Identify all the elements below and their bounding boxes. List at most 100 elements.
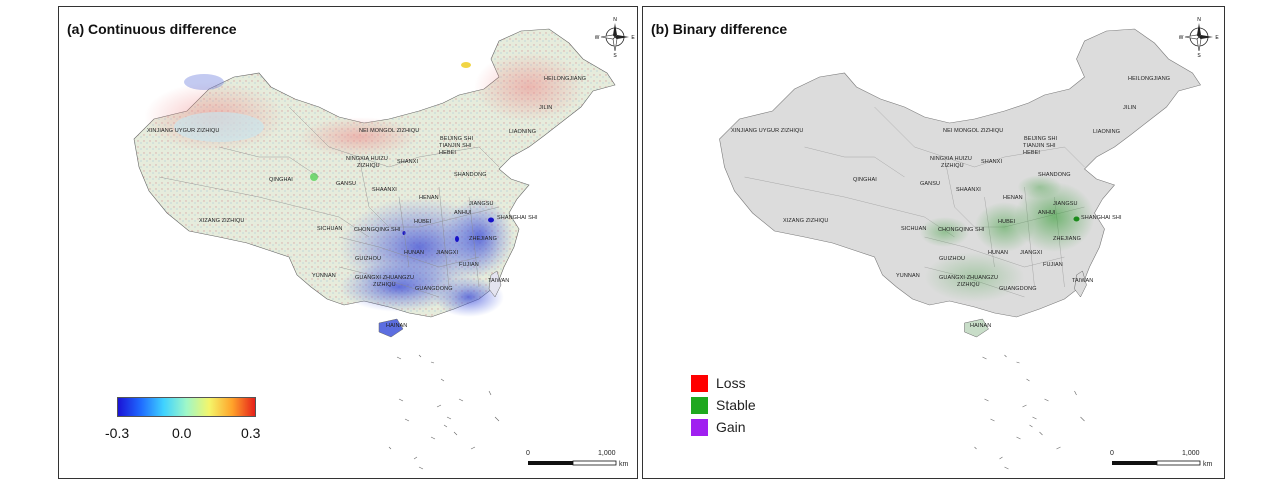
- scale-max-label: 1,000: [598, 450, 616, 457]
- place-label: NEI MONGOL ZIZHIQU: [359, 128, 420, 134]
- place-label: SHANGHAI SHI: [497, 215, 538, 221]
- place-label: ANHUI: [1038, 210, 1056, 216]
- place-label: XIZANG ZIZHIQU: [199, 218, 245, 224]
- scale-zero-label: 0: [526, 450, 530, 457]
- place-label: ZIZHIQU: [957, 282, 980, 288]
- place-label: HUBEI: [998, 219, 1016, 225]
- colorbar-max-label: 0.3: [241, 425, 261, 441]
- place-label: NINGXIA HUIZU: [930, 156, 972, 162]
- legend-swatch-gain: [691, 418, 708, 436]
- place-label: ANHUI: [454, 210, 472, 216]
- place-label: JILIN: [539, 105, 553, 111]
- place-label: FUJIAN: [1043, 262, 1063, 268]
- place-label: CHONGQING SHI: [938, 227, 985, 233]
- colorbar-mid-label: 0.0: [172, 425, 192, 441]
- binary-difference-map: [719, 28, 1201, 470]
- legend-swatch-stable: [691, 396, 708, 414]
- place-label: SHANGHAI SHI: [1081, 215, 1122, 221]
- scale-unit-label: km: [619, 461, 629, 468]
- compass-south: S: [613, 53, 617, 57]
- place-label: HUBEI: [414, 219, 432, 225]
- legend-label: Loss: [716, 375, 746, 391]
- place-label: ZIZHIQU: [941, 163, 964, 169]
- panel-binary-difference: (b) Binary difference N S E W HEILONGJIA: [642, 6, 1225, 479]
- place-label: TIANJIN SHI: [439, 143, 472, 149]
- place-label: GUIZHOU: [355, 256, 382, 262]
- compass-rose-icon: N S E W: [595, 17, 635, 57]
- legend-swatch-loss: [691, 374, 708, 392]
- compass-west: W: [595, 35, 600, 41]
- place-label: SHANDONG: [1038, 172, 1071, 178]
- place-label: NEI MONGOL ZIZHIQU: [943, 128, 1004, 134]
- place-label: JIANGXI: [436, 250, 459, 256]
- place-label: SHANDONG: [454, 172, 487, 178]
- place-label: SICHUAN: [317, 226, 343, 232]
- place-label: SHAANXI: [372, 187, 397, 193]
- legend-item-gain: Gain: [691, 418, 746, 436]
- place-label: BEIJING SHI: [440, 136, 474, 142]
- place-label: HAINAN: [970, 323, 992, 329]
- legend-item-stable: Stable: [691, 396, 756, 414]
- compass-west: W: [1179, 35, 1184, 41]
- place-label: YUNNAN: [896, 273, 920, 279]
- panel-title: (a) Continuous difference: [67, 21, 237, 37]
- place-label: SICHUAN: [901, 226, 927, 232]
- continuous-difference-map: [133, 28, 616, 470]
- place-label: HEILONGJIANG: [1128, 76, 1171, 82]
- place-label: HEBEI: [1023, 150, 1041, 156]
- compass-east: E: [631, 35, 635, 41]
- place-label: GUANGDONG: [415, 286, 453, 292]
- place-label: HENAN: [419, 195, 439, 201]
- place-label: BEIJING SHI: [1024, 136, 1058, 142]
- place-label: GUANGXI ZHUANGZU: [355, 275, 415, 281]
- scale-bar: 0 1,000 km: [526, 450, 628, 468]
- place-label: GUANGDONG: [999, 286, 1037, 292]
- panel-continuous-difference: (a) Continuous difference: [58, 6, 638, 479]
- place-label: ZIZHIQU: [357, 163, 380, 169]
- place-label: FUJIAN: [459, 262, 479, 268]
- place-label: ZHEJIANG: [1053, 236, 1081, 242]
- place-label: JILIN: [1123, 105, 1137, 111]
- place-label: SHAANXI: [956, 187, 981, 193]
- place-label: QINGHAI: [853, 177, 877, 183]
- place-label: HUNAN: [404, 250, 425, 256]
- place-label: NINGXIA HUIZU: [346, 156, 388, 162]
- place-label: TAIWAN: [1072, 278, 1094, 284]
- scale-zero-label: 0: [1110, 450, 1114, 457]
- place-label: GUIZHOU: [939, 256, 966, 262]
- place-label: HENAN: [1003, 195, 1023, 201]
- place-label: LIAONING: [509, 129, 537, 135]
- place-label: XINJIANG UYGUR ZIZHIQU: [147, 128, 220, 134]
- place-label: QINGHAI: [269, 177, 293, 183]
- panel-title: (b) Binary difference: [651, 21, 788, 37]
- colorbar-min-label: -0.3: [105, 425, 130, 441]
- place-label: CHONGQING SHI: [354, 227, 401, 233]
- compass-south: S: [1197, 53, 1201, 57]
- place-label: JIANGSU: [1053, 201, 1078, 207]
- place-label: HAINAN: [386, 323, 408, 329]
- place-label: JIANGSU: [469, 201, 494, 207]
- place-label: YUNNAN: [312, 273, 336, 279]
- place-label: SHANXI: [981, 159, 1003, 165]
- compass-north: N: [1197, 17, 1201, 23]
- place-label: XIZANG ZIZHIQU: [783, 218, 829, 224]
- place-label: HEBEI: [439, 150, 457, 156]
- compass-rose-icon: N S E W: [1179, 17, 1219, 57]
- place-label: HUNAN: [988, 250, 1009, 256]
- compass-east: E: [1215, 35, 1219, 41]
- place-label: GUANGXI ZHUANGZU: [939, 275, 999, 281]
- place-label: LIAONING: [1093, 129, 1121, 135]
- place-label: XINJIANG UYGUR ZIZHIQU: [731, 128, 804, 134]
- place-label: JIANGXI: [1020, 250, 1043, 256]
- place-label: TAIWAN: [488, 278, 510, 284]
- place-label: HEILONGJIANG: [544, 76, 587, 82]
- scale-bar: 0 1,000 km: [1110, 450, 1212, 468]
- colorbar: [117, 397, 256, 417]
- place-label: TIANJIN SHI: [1023, 143, 1056, 149]
- place-label: SHANXI: [397, 159, 419, 165]
- place-label: GANSU: [336, 181, 357, 187]
- place-label: ZIZHIQU: [373, 282, 396, 288]
- place-label: ZHEJIANG: [469, 236, 497, 242]
- compass-north: N: [613, 17, 617, 23]
- legend-label: Stable: [716, 397, 756, 413]
